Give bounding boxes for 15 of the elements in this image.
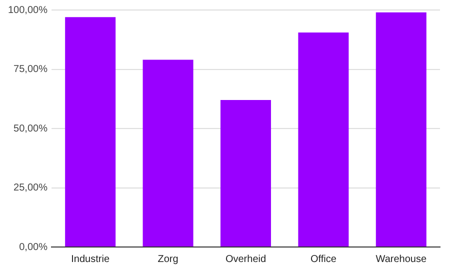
bar — [65, 17, 116, 246]
x-tick-label: Industrie — [71, 254, 110, 265]
x-tick-label: Zorg — [158, 254, 178, 265]
y-tick-label: 100,00% — [8, 4, 48, 16]
y-tick-label: 25,00% — [14, 182, 48, 194]
bar — [298, 32, 349, 246]
y-tick-label: 0,00% — [19, 242, 48, 253]
y-tick-label: 75,00% — [14, 64, 48, 75]
x-tick-label: Warehouse — [376, 254, 427, 265]
y-tick-label: 50,00% — [14, 123, 48, 134]
x-tick-label: Office — [310, 254, 337, 265]
x-tick-label: Overheid — [225, 254, 266, 265]
bar — [376, 12, 426, 246]
bar — [142, 60, 194, 246]
bar — [220, 100, 271, 246]
